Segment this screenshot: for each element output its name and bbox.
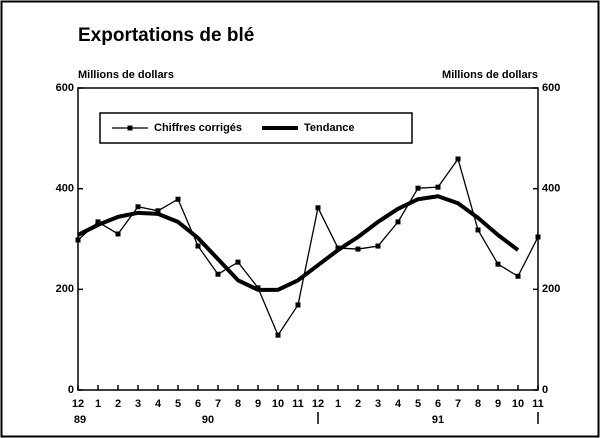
marker xyxy=(315,205,321,211)
y-tick-label: 400 xyxy=(56,183,74,195)
x-tick-label: 2 xyxy=(115,398,121,410)
marker xyxy=(355,246,361,252)
x-tick-label: 11 xyxy=(292,398,304,410)
x-tick-label: 8 xyxy=(235,398,241,410)
x-tick-label: 8 xyxy=(475,398,481,410)
marker xyxy=(135,204,141,210)
legend-box xyxy=(99,112,413,144)
marker xyxy=(155,208,161,214)
y-axis-label: Millions de dollars xyxy=(78,69,174,81)
marker xyxy=(435,184,441,190)
x-tick-label: 11 xyxy=(532,398,544,410)
year-label: 91 xyxy=(432,414,444,426)
marker xyxy=(495,261,501,267)
x-tick-label: 1 xyxy=(335,398,341,410)
x-tick-label: 9 xyxy=(255,398,261,410)
marker xyxy=(215,271,221,277)
x-tick-label: 6 xyxy=(195,398,201,410)
marker xyxy=(295,302,301,308)
marker xyxy=(515,273,521,279)
marker xyxy=(455,156,461,162)
marker xyxy=(475,227,481,233)
y-tick-label: 600 xyxy=(56,82,74,94)
y-tick-label: 0 xyxy=(68,384,74,396)
y2-tick-label: 400 xyxy=(542,183,560,195)
x-tick-label: 3 xyxy=(135,398,141,410)
y2-axis-label: Millions de dollars xyxy=(442,69,538,81)
series-line xyxy=(77,194,520,292)
marker xyxy=(95,219,101,225)
legend-label: Tendance xyxy=(304,122,355,134)
x-tick-label: 12 xyxy=(312,398,324,410)
x-tick-label: 7 xyxy=(455,398,461,410)
x-tick-label: 6 xyxy=(435,398,441,410)
x-tick-label: 9 xyxy=(495,398,501,410)
y2-tick-label: 200 xyxy=(542,283,560,295)
marker xyxy=(275,332,281,338)
legend-label: Chiffres corrigés xyxy=(154,122,242,134)
marker xyxy=(175,196,181,202)
x-tick-label: 7 xyxy=(215,398,221,410)
chart-title: Exportations de blé xyxy=(78,25,254,46)
y2-tick-label: 0 xyxy=(542,384,548,396)
x-tick-label: 4 xyxy=(155,398,162,410)
x-tick-label: 5 xyxy=(175,398,181,410)
marker xyxy=(535,234,541,240)
marker xyxy=(235,259,241,265)
year-label: 89 xyxy=(74,414,86,426)
x-tick-label: 5 xyxy=(415,398,421,410)
x-tick-label: 10 xyxy=(512,398,524,410)
marker xyxy=(75,237,81,243)
x-tick-label: 10 xyxy=(272,398,284,410)
series-line xyxy=(77,158,539,336)
x-tick-label: 3 xyxy=(375,398,381,410)
y2-tick-label: 600 xyxy=(542,82,560,94)
legend-marker xyxy=(127,125,133,131)
marker xyxy=(195,243,201,249)
y-tick-label: 200 xyxy=(56,283,74,295)
year-label: 90 xyxy=(202,414,214,426)
marker xyxy=(395,219,401,225)
x-tick-label: 2 xyxy=(355,398,361,410)
x-tick-label: 12 xyxy=(72,398,84,410)
marker xyxy=(115,231,121,237)
x-tick-label: 1 xyxy=(95,398,101,410)
marker xyxy=(375,243,381,249)
x-tick-label: 4 xyxy=(395,398,402,410)
marker xyxy=(415,185,421,191)
